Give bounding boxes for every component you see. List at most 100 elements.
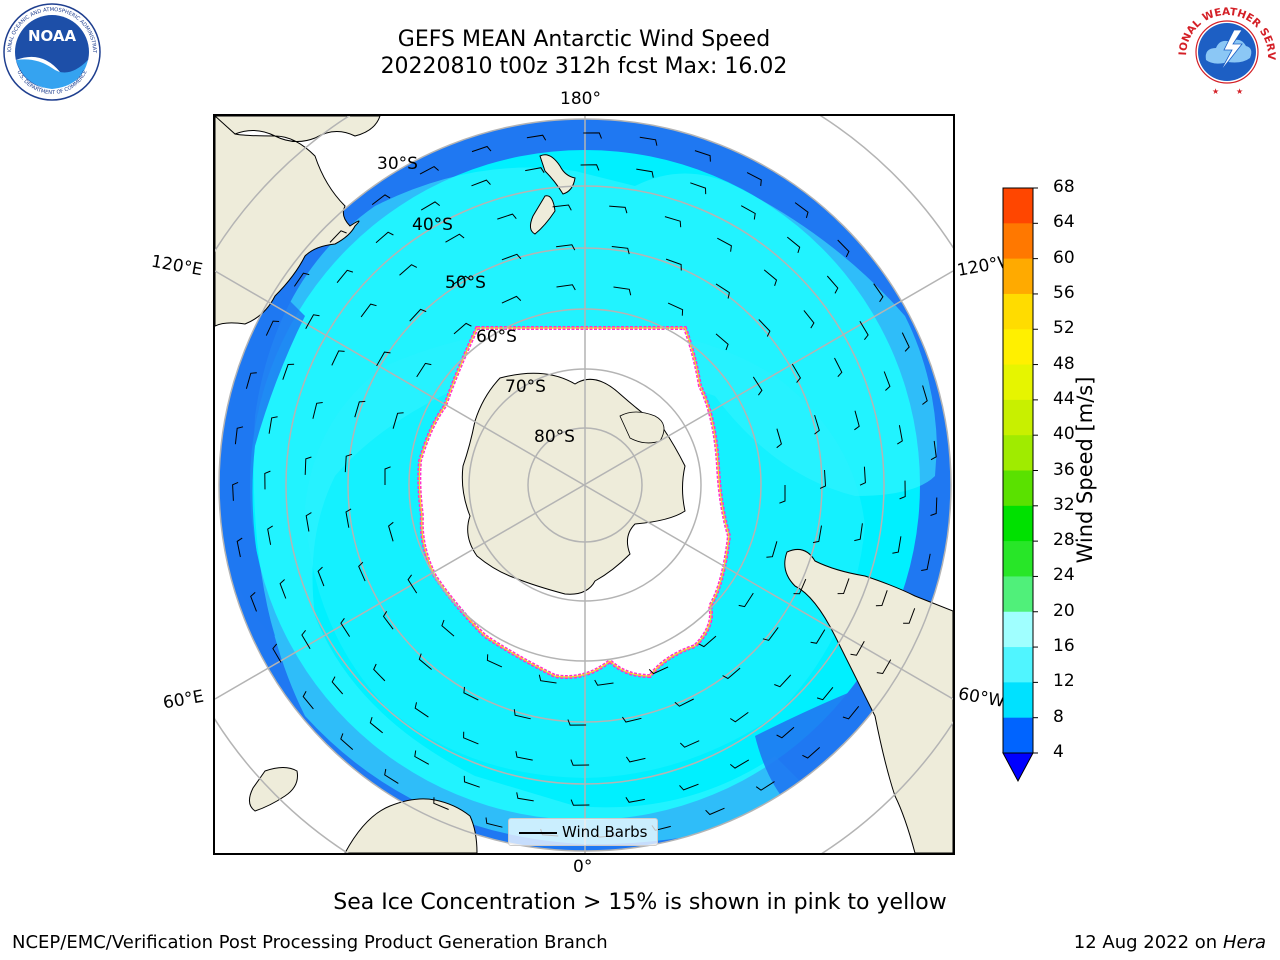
wind-barbs-legend: Wind Barbs — [508, 818, 658, 846]
wind-barb — [360, 303, 377, 318]
lon-label-60e: 60°E — [161, 686, 206, 714]
wind-barb — [414, 750, 430, 765]
wind-barb — [513, 709, 531, 720]
wind-barb — [873, 283, 884, 303]
wind-barb — [331, 350, 345, 366]
wind-barb — [384, 466, 391, 485]
wind-barb — [679, 740, 700, 748]
colorbar-tick-label: 32 — [1053, 494, 1075, 515]
wind-barb — [921, 553, 931, 571]
wind-barb — [525, 167, 545, 173]
wind-barb — [463, 775, 480, 788]
wind-barb — [625, 756, 646, 763]
sea-ice-caption: Sea Ice Concentration > 15% is shown in … — [333, 890, 947, 915]
wind-barb — [758, 319, 771, 337]
lon-label-180: 180° — [560, 89, 601, 109]
wind-barb — [570, 799, 590, 806]
wind-barb — [282, 363, 295, 380]
wind-barb — [567, 719, 587, 726]
wind-barb — [305, 314, 320, 330]
wind-barb — [636, 168, 654, 178]
wind-barb — [766, 541, 778, 558]
wind-barb — [409, 308, 427, 322]
colorbar-label: Wind Speed [m/s] — [1073, 376, 1097, 564]
lat-label-80s: 80°S — [534, 427, 575, 447]
wind-barb — [463, 686, 479, 701]
wind-barb — [903, 608, 916, 624]
wind-barb — [834, 357, 843, 378]
colorbar-tick-label: 64 — [1053, 212, 1075, 233]
wind-barb — [471, 179, 491, 187]
colorbar-tick-label: 16 — [1053, 636, 1075, 657]
colorbar-segment — [1003, 399, 1033, 436]
wind-barb — [267, 525, 273, 545]
wind-barb — [859, 466, 866, 486]
colorbar-tick-label: 24 — [1053, 565, 1075, 586]
wind-barb — [416, 362, 432, 378]
wind-barbs — [232, 132, 938, 838]
wind-barb — [305, 512, 312, 532]
wind-barb — [694, 150, 711, 162]
wind-barb — [746, 172, 762, 186]
wind-barb — [301, 629, 311, 650]
wind-barb — [463, 731, 479, 745]
wind-barb — [793, 578, 807, 595]
colorbar-tick-label: 48 — [1053, 353, 1075, 374]
wind-barb — [763, 269, 778, 286]
wind-barb — [471, 145, 492, 153]
footer-branch: NCEP/EMC/Verification Post Processing Pr… — [12, 932, 608, 953]
wind-barb — [715, 283, 730, 299]
wind-barb — [776, 428, 782, 449]
colorbar-segment — [1003, 293, 1033, 330]
colorbar-tick-label: 8 — [1053, 706, 1064, 727]
wind-barb — [376, 351, 391, 367]
lat-label-50s: 50°S — [445, 273, 486, 293]
wind-barb — [407, 574, 418, 594]
wind-barb — [388, 521, 394, 542]
colorbar-segment — [1003, 611, 1033, 648]
wind-barb — [451, 275, 471, 286]
chart-subtitle: 20220810 t00z 312h fcst Max: 16.02 — [380, 54, 788, 79]
wind-barb — [611, 246, 630, 255]
colorbar-segment — [1003, 188, 1033, 224]
wind-barb — [340, 733, 354, 750]
wind-barb — [814, 414, 820, 435]
australia-land — [215, 116, 381, 327]
wind-barb — [302, 691, 314, 710]
colorbar-segment — [1003, 435, 1033, 471]
wind-barb — [812, 525, 822, 544]
wind-barb — [625, 797, 645, 803]
footer-date: 12 Aug 2022 on Hera — [1074, 932, 1266, 953]
wind-barb — [340, 618, 351, 637]
wind-barb — [538, 674, 557, 684]
antarctic-peninsula-land — [619, 411, 665, 444]
wind-barb — [740, 205, 756, 220]
wind-barb — [722, 667, 741, 680]
wind-barb — [842, 705, 860, 720]
wind-barb — [786, 236, 801, 254]
wind-barb — [354, 400, 366, 418]
lat-label-60s: 60°S — [476, 327, 517, 347]
wind-barb — [312, 402, 323, 419]
lat-labels: 30°S 40°S 50°S 60°S 70°S 80°S — [377, 154, 575, 447]
wind-barb — [752, 376, 763, 396]
wind-barb — [336, 269, 354, 284]
footer-date-text: 12 Aug 2022 on — [1073, 932, 1218, 953]
wind-barb — [648, 666, 669, 675]
colorbar-segment — [1003, 505, 1033, 542]
wind-barb — [883, 371, 891, 391]
wind-barb — [705, 807, 725, 816]
legend-label: Wind Barbs — [562, 823, 648, 841]
wind-barb — [679, 783, 699, 791]
wind-barb — [922, 385, 928, 405]
wind-barb — [854, 410, 860, 431]
colorbar-tick-label: 28 — [1053, 530, 1075, 551]
wind-barb — [776, 726, 795, 739]
wind-barb — [358, 561, 366, 582]
lat-label-30s: 30°S — [377, 154, 418, 174]
africa-land — [344, 798, 478, 853]
colorbar-segment — [1003, 329, 1033, 366]
wind-barb — [930, 440, 937, 461]
lon-label-120e: 120°E — [149, 251, 205, 281]
wind-barb — [293, 272, 310, 287]
